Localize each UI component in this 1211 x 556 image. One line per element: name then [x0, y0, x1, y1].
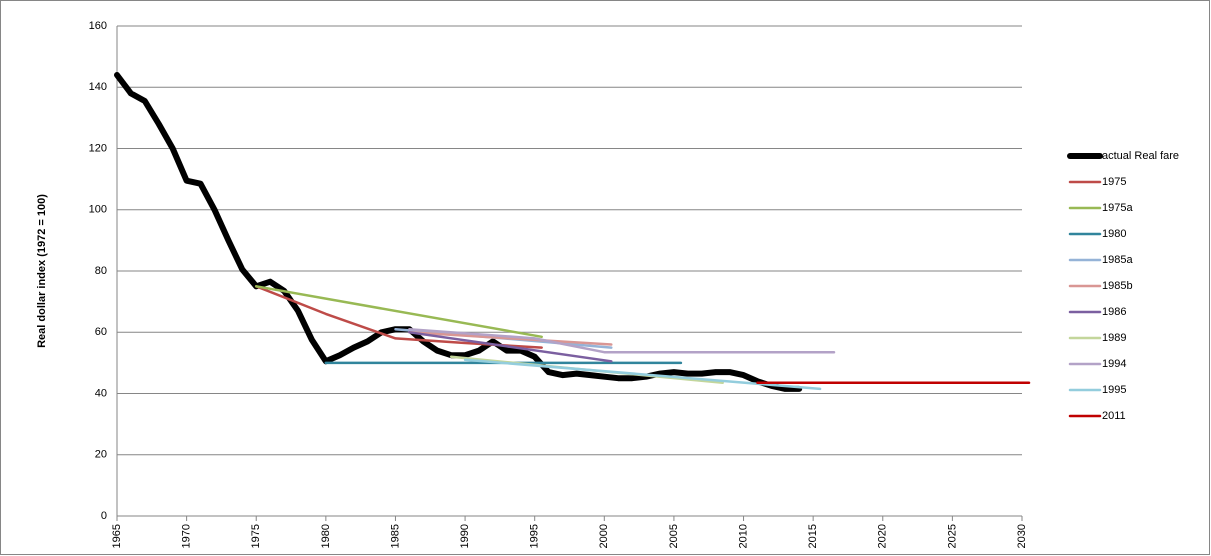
- legend-label: 1985b: [1102, 280, 1133, 292]
- y-tick-label: 40: [95, 387, 107, 399]
- x-tick-label: 1965: [111, 524, 123, 548]
- series-line: [254, 285, 543, 339]
- legend-label: 1975: [1102, 176, 1126, 188]
- y-axis-label: Real dollar index (1972 = 100): [36, 194, 48, 348]
- x-tick-label: 2030: [1016, 524, 1028, 548]
- y-tick-label: 140: [89, 81, 107, 93]
- y-tick-label: 20: [95, 449, 107, 461]
- y-tick-label: 80: [95, 265, 107, 277]
- y-tick-label: 0: [101, 510, 107, 522]
- x-tick-label: 2005: [668, 524, 680, 548]
- x-tick-label: 1975: [250, 524, 262, 548]
- legend-label: actual Real fare: [1102, 150, 1179, 162]
- legend-label: 1995: [1102, 384, 1126, 396]
- legend-label: 1985a: [1102, 254, 1133, 266]
- series-line: [408, 331, 613, 346]
- series-line: [114, 72, 803, 392]
- x-tick-label: 1980: [320, 524, 332, 548]
- y-tick-label: 100: [89, 204, 107, 216]
- x-tick-label: 1985: [389, 524, 401, 548]
- legend-label: 1975a: [1102, 202, 1133, 214]
- x-tick-label: 2020: [877, 524, 889, 548]
- legend-label: 1994: [1102, 358, 1126, 370]
- x-tick-label: 1995: [529, 524, 541, 548]
- y-tick-label: 120: [89, 142, 107, 154]
- x-tick-label: 2015: [807, 524, 819, 548]
- legend-label: 2011: [1102, 410, 1126, 422]
- y-tick-label: 160: [89, 20, 107, 32]
- x-tick-label: 1990: [459, 524, 471, 548]
- x-tick-label: 2000: [598, 524, 610, 548]
- legend-label: 1989: [1102, 332, 1126, 344]
- y-tick-label: 60: [95, 326, 107, 338]
- legend-label: 1986: [1102, 306, 1126, 318]
- legend-label: 1980: [1102, 228, 1126, 240]
- series-line: [408, 331, 613, 363]
- x-tick-label: 1970: [181, 524, 193, 548]
- x-tick-label: 2010: [737, 524, 749, 548]
- x-tick-label: 2025: [946, 524, 958, 548]
- series-line: [408, 327, 836, 354]
